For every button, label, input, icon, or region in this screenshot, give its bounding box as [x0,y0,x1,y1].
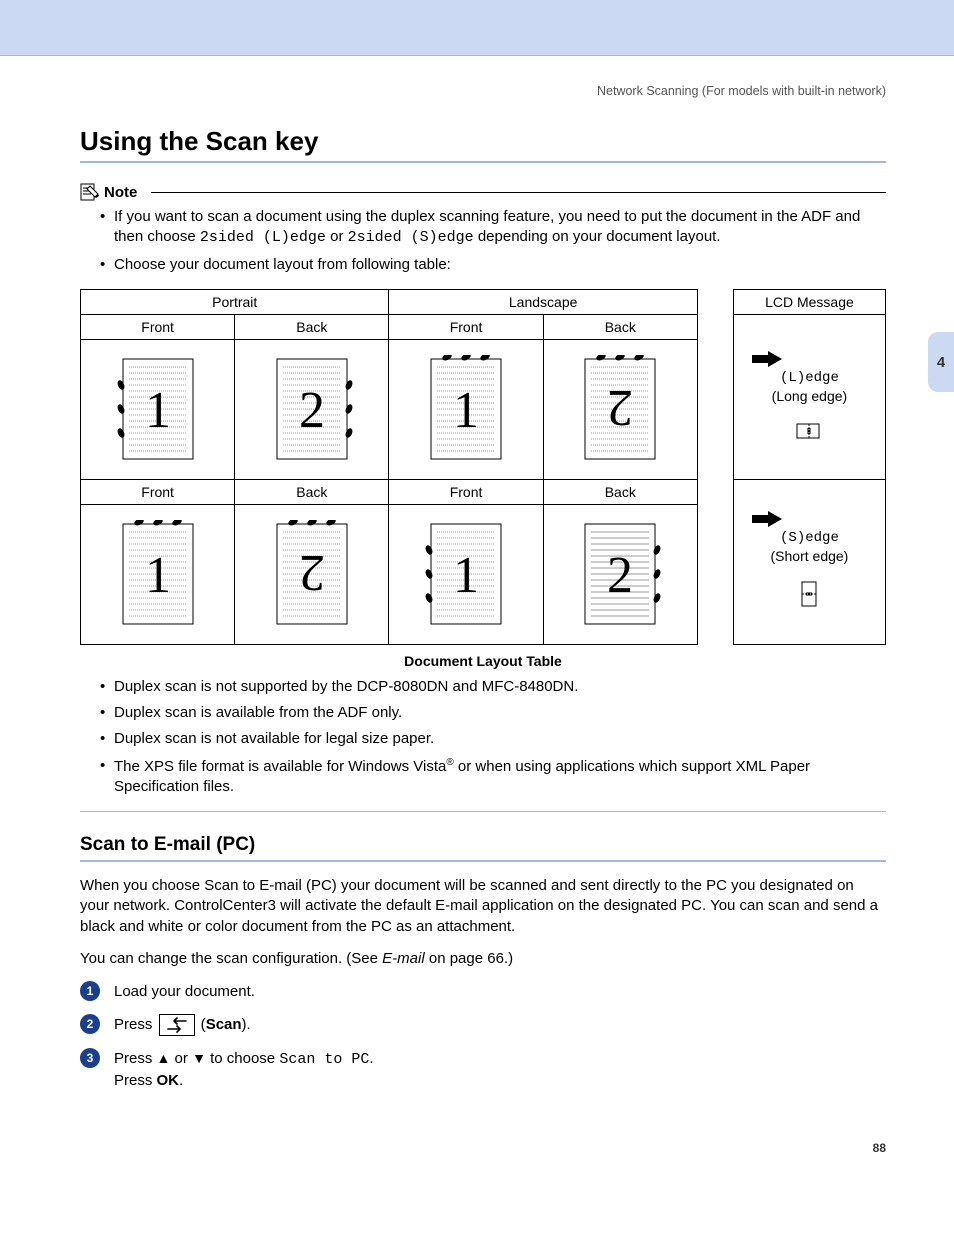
sub-header: Front [389,479,543,504]
note-item: The XPS file format is available for Win… [100,756,886,798]
doc-cell: 1 [81,339,235,479]
step-2: 2 Press (Scan). [80,1014,886,1036]
svg-text:2: 2 [299,382,325,439]
body-paragraph: When you choose Scan to E-mail (PC) your… [80,876,886,937]
col-header: LCD Message [733,289,885,314]
sub-header: Front [389,314,543,339]
sub-header: Front [81,479,235,504]
sub-header: Back [235,314,389,339]
doc-cell: 2 [543,504,697,644]
doc-cell: 2 [235,504,389,644]
step-text: Press ▲ or ▼ to choose Scan to PC. Press… [114,1048,374,1091]
svg-text:2: 2 [607,379,633,436]
page-illustration: 1 [425,355,507,463]
step-text: Press (Scan). [114,1014,251,1036]
page-illustration: 2 [271,520,353,628]
doc-cell: 2 [235,339,389,479]
step-badge: 1 [80,981,100,1001]
header-bar [0,0,954,56]
note-list: If you want to scan a document using the… [80,207,886,275]
svg-text:2: 2 [299,544,325,601]
svg-text:2: 2 [607,547,633,604]
step-text: Load your document. [114,981,255,1002]
note-icon [80,183,100,201]
sub-header: Back [543,479,697,504]
note-item: Choose your document layout from followi… [100,255,886,275]
body-paragraph: You can change the scan configuration. (… [80,949,886,969]
svg-text:1: 1 [453,547,479,604]
note-label: Note [104,184,137,201]
section-title: Scan to E-mail (PC) [80,834,886,862]
note-item: Duplex scan is not supported by the DCP-… [100,677,886,697]
page-illustration: 1 [425,520,507,628]
note-header: Note [80,183,886,201]
long-edge-icon [795,420,823,440]
step-badge: 2 [80,1014,100,1034]
svg-text:1: 1 [453,382,479,439]
step-1: 1 Load your document. [80,981,886,1002]
page-illustration: 1 [117,355,199,463]
arrow-icon [752,511,782,527]
lcd-cell: (S)edge (Short edge) [733,479,885,644]
scan-button-icon [159,1014,195,1036]
after-table-list: Duplex scan is not supported by the DCP-… [80,677,886,797]
breadcrumb: Network Scanning (For models with built-… [80,84,886,98]
col-header: Landscape [389,289,697,314]
section-divider [80,811,886,812]
step-badge: 3 [80,1048,100,1068]
page-title: Using the Scan key [80,126,886,163]
code-text: 2sided (S)edge [348,229,474,246]
down-arrow-icon: ▼ [192,1050,206,1066]
doc-cell: 1 [81,504,235,644]
page-number: 88 [80,1141,886,1155]
doc-cell: 1 [389,339,543,479]
lcd-cell: (L)edge (Long edge) [733,314,885,479]
note-item: Duplex scan is not available for legal s… [100,729,886,749]
page-illustration: 2 [579,355,661,463]
doc-cell: 2 [543,339,697,479]
svg-text:1: 1 [145,382,171,439]
col-header: Portrait [81,289,389,314]
sub-header: Back [543,314,697,339]
chapter-tab: 4 [928,332,954,392]
sub-header: Front [81,314,235,339]
layout-table: Portrait Landscape LCD Message Front Bac… [80,289,886,645]
arrow-icon [752,351,782,367]
note-item: If you want to scan a document using the… [100,207,886,249]
page-illustration: 2 [579,520,661,628]
table-caption: Document Layout Table [80,653,886,669]
sub-header: Back [235,479,389,504]
page-illustration: 2 [271,355,353,463]
short-edge-icon [799,580,819,610]
code-text: Scan to PC [279,1051,369,1068]
page-illustration: 1 [117,520,199,628]
code-text: 2sided (L)edge [200,229,326,246]
up-arrow-icon: ▲ [157,1050,171,1066]
doc-cell: 1 [389,504,543,644]
svg-text:1: 1 [145,547,171,604]
step-3: 3 Press ▲ or ▼ to choose Scan to PC. Pre… [80,1048,886,1091]
note-item: Duplex scan is available from the ADF on… [100,703,886,723]
